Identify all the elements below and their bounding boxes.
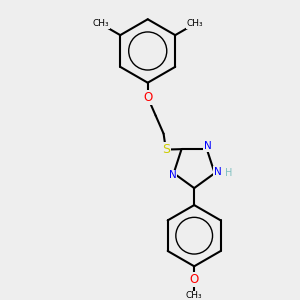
Text: N: N: [204, 141, 212, 151]
Text: H: H: [225, 168, 232, 178]
Text: CH₃: CH₃: [186, 291, 202, 300]
Text: CH₃: CH₃: [187, 19, 203, 28]
Text: O: O: [190, 273, 199, 286]
Text: CH₃: CH₃: [92, 19, 109, 28]
Text: N: N: [169, 170, 176, 181]
Text: S: S: [162, 143, 170, 156]
Text: N: N: [214, 167, 222, 177]
Text: O: O: [143, 91, 152, 104]
